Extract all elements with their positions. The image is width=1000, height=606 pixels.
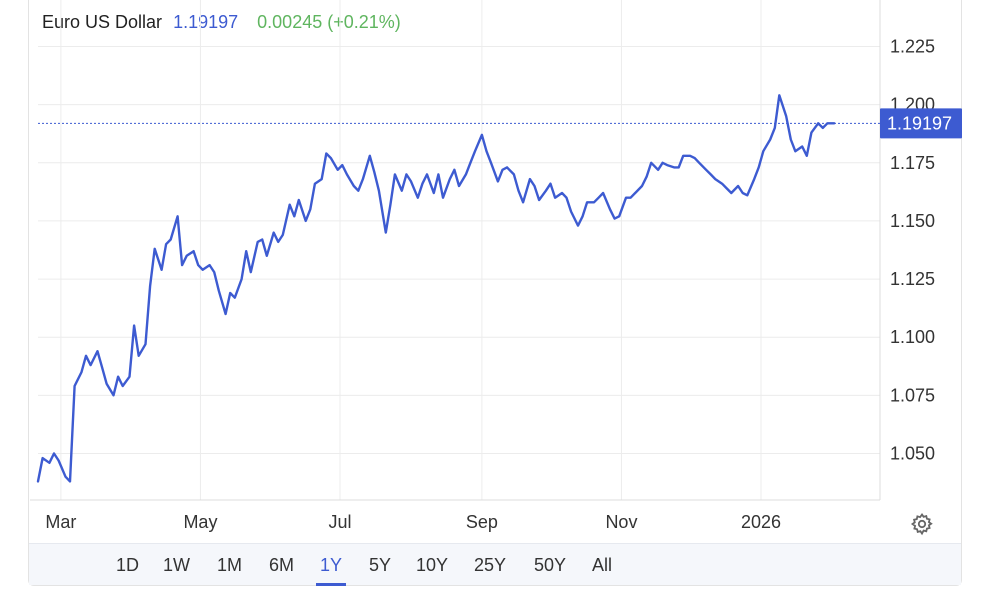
range-button-50y[interactable]: 50Y [534,555,567,575]
current-price-badge [880,108,962,139]
y-tick-label: 1.225 [890,37,935,57]
x-tick-label: 2026 [741,512,781,532]
price-chart[interactable]: 1.0501.0751.1001.1251.1501.1751.2001.225… [0,0,1000,545]
x-tick-label: Nov [605,512,637,532]
chart-frame [28,0,962,586]
range-selector: 1D 1W 1M 6M 1Y 5Y 10Y 25Y 50Y All [29,543,961,586]
range-button-1m[interactable]: 1M [217,555,243,575]
range-button-1y[interactable]: 1Y [315,550,347,586]
price-change: 0.00245 (+0.21%) [257,12,401,32]
x-tick-label: Sep [466,512,498,532]
y-tick-label: 1.050 [890,443,935,463]
current-price-badge-label: 1.19197 [887,113,952,133]
range-button-all[interactable]: All [592,555,613,575]
range-button-6m[interactable]: 6M [269,555,295,575]
series-line-eurusd [36,94,836,483]
range-button-25y[interactable]: 25Y [474,555,507,575]
y-tick-label: 1.100 [890,327,935,347]
x-tick-label: Jul [329,512,352,532]
y-tick-label: 1.075 [890,385,935,405]
y-tick-label: 1.175 [890,153,935,173]
instrument-name: Euro US Dollar [42,12,163,32]
chart-header: Euro US Dollar 1.19197 0.00245 (+0.21%) [42,12,401,33]
y-tick-label: 1.150 [890,211,935,231]
range-button-10y[interactable]: 10Y [416,555,449,575]
x-tick-label: Mar [45,512,76,532]
range-button-1d[interactable]: 1D [116,555,140,575]
y-tick-label: 1.125 [890,269,935,289]
gear-icon[interactable] [910,512,934,536]
range-button-1w[interactable]: 1W [163,555,190,575]
range-button-5y[interactable]: 5Y [369,555,392,575]
current-price: 1.19197 [173,12,239,32]
x-tick-label: May [183,512,217,532]
